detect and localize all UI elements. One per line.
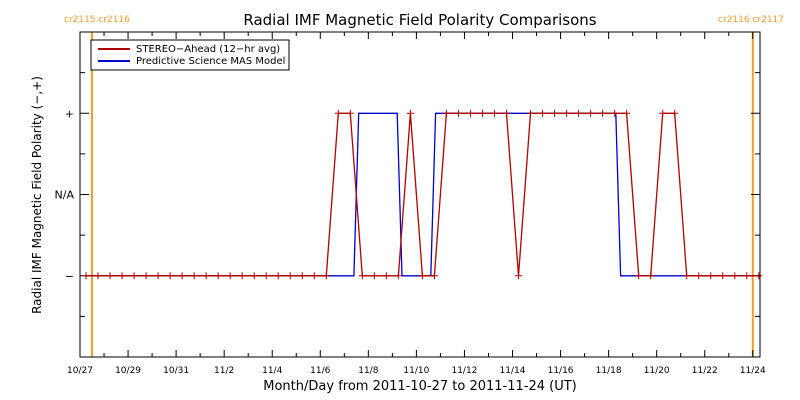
data-point-stereo [226, 272, 234, 280]
data-point-stereo [599, 109, 607, 117]
data-point-stereo [683, 272, 691, 280]
data-point-stereo [118, 272, 126, 280]
data-point-stereo [178, 272, 186, 280]
x-tick-label: 10/31 [163, 366, 189, 376]
x-tick-label: 11/20 [644, 366, 670, 376]
data-point-stereo [490, 109, 498, 117]
data-point-stereo [647, 272, 655, 280]
carrington-marker-label: cr2116 cr2117 [718, 15, 784, 25]
data-point-stereo [611, 109, 619, 117]
data-point-stereo [527, 109, 535, 117]
data-point-stereo [394, 272, 402, 280]
data-point-stereo [466, 109, 474, 117]
x-tick-label: 11/4 [262, 366, 282, 376]
data-point-stereo [166, 272, 174, 280]
y-axis-ticks: + N/A − [55, 72, 760, 317]
data-point-stereo [190, 272, 198, 280]
data-point-stereo [575, 109, 583, 117]
series-line-stereo [86, 112, 759, 277]
x-axis-ticks: 10/27 10/29 10/31 11/2 11/4 11/6 11/8 11/10 11/1… [67, 32, 766, 376]
data-point-stereo [719, 272, 727, 280]
data-point-stereo [238, 272, 246, 280]
data-point-stereo [442, 109, 450, 117]
series-line-model [86, 112, 759, 277]
data-point-stereo [635, 272, 643, 280]
data-point-stereo [623, 109, 631, 117]
data-point-stereo [286, 272, 294, 280]
data-point-stereo [322, 272, 330, 280]
x-tick-label: 11/6 [310, 366, 330, 376]
data-point-stereo [503, 109, 511, 117]
data-point-stereo [130, 272, 138, 280]
data-point-stereo [587, 109, 595, 117]
x-tick-label: 11/10 [403, 366, 429, 376]
data-point-stereo [539, 109, 547, 117]
data-point-stereo [755, 272, 763, 280]
x-tick-label: 11/22 [692, 366, 718, 376]
data-point-stereo [743, 272, 751, 280]
data-point-stereo [334, 109, 342, 117]
data-point-stereo [346, 109, 354, 117]
x-tick-label: 11/2 [214, 366, 234, 376]
data-point-stereo [430, 272, 438, 280]
x-tick-label: 11/16 [548, 366, 574, 376]
data-point-stereo [106, 272, 114, 280]
chart-title: Radial IMF Magnetic Field Polarity Compa… [243, 11, 596, 29]
data-point-stereo [695, 272, 703, 280]
series-layer [82, 109, 763, 280]
plot-frame [79, 31, 761, 358]
data-point-stereo [142, 272, 150, 280]
y-tick-label: N/A [55, 189, 75, 202]
data-point-stereo [250, 272, 258, 280]
data-point-stereo [262, 272, 270, 280]
x-tick-label: 11/18 [596, 366, 622, 376]
data-point-stereo [82, 272, 90, 280]
data-point-stereo [731, 272, 739, 280]
y-tick-label: + [65, 107, 74, 120]
x-tick-label: 10/29 [115, 366, 141, 376]
data-point-stereo [418, 272, 426, 280]
carrington-marker-label: cr2115 cr2116 [64, 15, 130, 25]
legend-box [90, 39, 290, 71]
data-point-stereo [478, 109, 486, 117]
y-tick-label: − [65, 270, 74, 283]
data-point-stereo [94, 272, 102, 280]
data-point-stereo [382, 272, 390, 280]
x-tick-label: 11/8 [358, 366, 378, 376]
data-point-stereo [671, 109, 679, 117]
data-point-stereo [370, 272, 378, 280]
data-point-stereo [659, 109, 667, 117]
x-tick-label: 10/27 [67, 366, 93, 376]
data-point-stereo [310, 272, 318, 280]
x-tick-label: 11/24 [740, 366, 766, 376]
x-axis-label: Month/Day from 2011-10-27 to 2011-11-24 … [263, 379, 576, 394]
data-point-stereo [358, 272, 366, 280]
data-point-stereo [551, 109, 559, 117]
legend-label-stereo: STEREO−Ahead (12−hr avg) [136, 44, 280, 55]
data-point-stereo [154, 272, 162, 280]
data-point-stereo [454, 109, 462, 117]
data-point-stereo [707, 272, 715, 280]
legend: STEREO−Ahead (12−hr avg) Predictive Scie… [90, 39, 290, 71]
data-point-stereo [214, 272, 222, 280]
data-point-stereo [274, 272, 282, 280]
data-point-stereo [202, 272, 210, 280]
data-point-stereo [563, 109, 571, 117]
x-tick-label: 11/12 [451, 366, 477, 376]
data-point-stereo [515, 272, 523, 280]
x-tick-label: 11/14 [500, 366, 526, 376]
data-point-stereo [406, 109, 414, 117]
data-point-stereo [298, 272, 306, 280]
legend-label-model: Predictive Science MAS Model [136, 56, 285, 67]
y-axis-label: Radial IMF Magnetic Field Polarity (−,+) [30, 76, 44, 314]
